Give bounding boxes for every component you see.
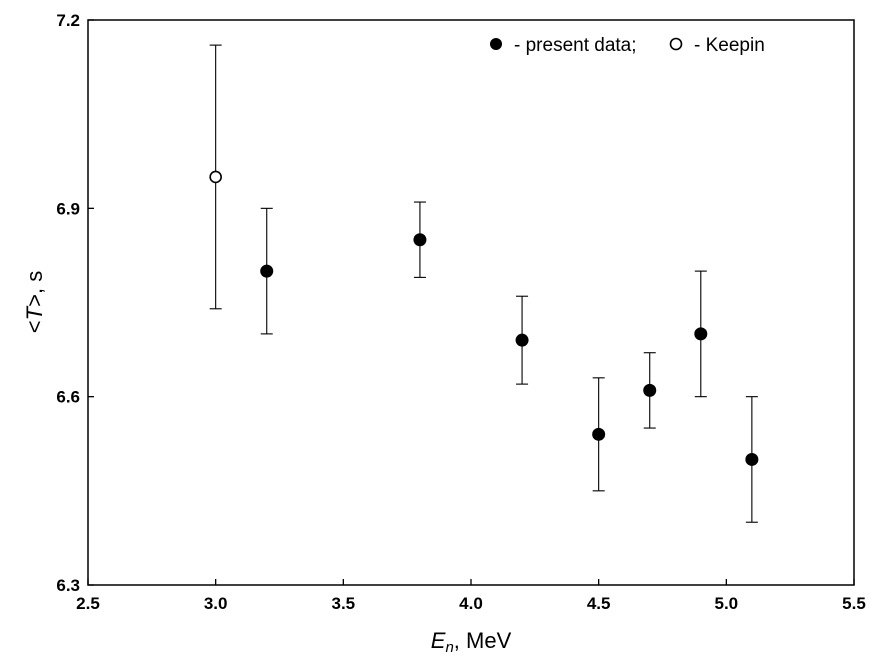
legend-filled-marker [490, 38, 502, 50]
y-tick-label: 6.3 [56, 576, 80, 595]
x-tick-label: 3.5 [332, 594, 356, 613]
x-tick-label: 3.0 [204, 594, 228, 613]
present-data-point [745, 452, 759, 466]
y-tick-label: 6.6 [56, 388, 80, 407]
x-tick-label: 2.5 [76, 594, 100, 613]
legend-keepin: - Keepin [694, 35, 765, 56]
legend: - present data; - Keepin [490, 35, 765, 56]
y-tick-label: 7.2 [56, 11, 80, 30]
x-tick-label: 5.0 [715, 594, 739, 613]
keepin-point [209, 170, 222, 184]
x-tick-label: 5.5 [842, 594, 866, 613]
x-axis-label: En, MeV [431, 628, 512, 656]
y-axis: 6.3 6.6 6.9 7.2 [56, 11, 94, 595]
y-axis-label: <T>, s [22, 271, 47, 333]
present-data-point [413, 233, 427, 247]
legend-open-marker [669, 37, 683, 51]
x-axis: 2.5 3.0 3.5 4.0 4.5 5.0 5.5 [76, 579, 866, 613]
present-data-point [592, 427, 606, 441]
present-data-point [260, 264, 274, 278]
plot-area [87, 19, 855, 586]
legend-present-data: - present data; [514, 35, 637, 56]
y-tick-label: 6.9 [56, 199, 80, 218]
x-tick-label: 4.5 [587, 594, 611, 613]
data-points [209, 170, 759, 466]
present-data-point [515, 333, 529, 347]
present-data-point [694, 327, 708, 341]
present-data-point [643, 383, 657, 397]
x-tick-label: 4.0 [459, 594, 483, 613]
